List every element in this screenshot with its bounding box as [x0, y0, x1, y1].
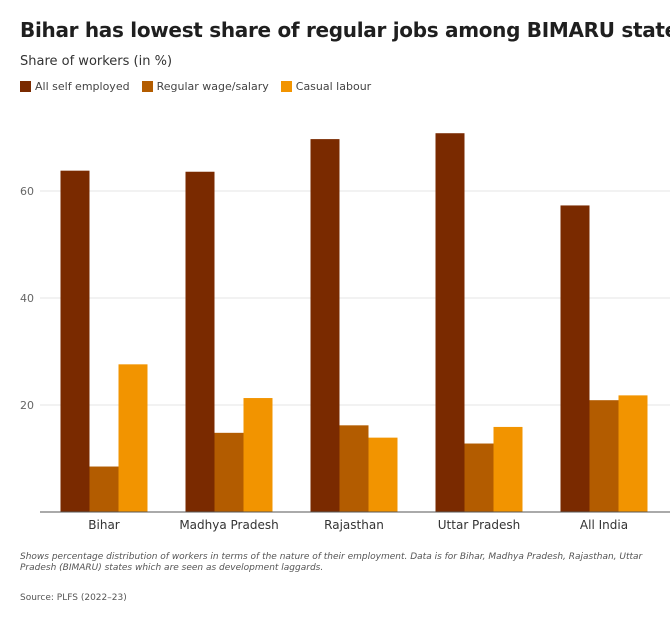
y-tick-label-60: 60	[20, 185, 34, 198]
bar-all-india-all-self-employed	[560, 205, 590, 512]
legend-swatch-casual-labour	[280, 81, 292, 92]
y-tick-label-20: 20	[20, 399, 34, 412]
chart-note: Shows percentage distribution of workers…	[20, 552, 643, 573]
x-tick-label-rajasthan: Rajasthan	[324, 518, 384, 532]
legend-item-self-employed: All self employed	[20, 80, 130, 93]
bar-madhya-pradesh-all-self-employed	[185, 171, 215, 513]
bar-uttar-pradesh-casual-labour	[493, 426, 523, 512]
y-tick-label-40: 40	[20, 292, 34, 305]
legend-label-regular-wage: Regular wage/salary	[156, 80, 269, 93]
bar-rajasthan-casual-labour	[368, 437, 398, 512]
legend-item-regular-wage: Regular wage/salary	[141, 80, 269, 93]
bar-all-india-regular-wage-salary	[589, 400, 619, 512]
x-tick-label-uttar-pradesh: Uttar Pradesh	[438, 518, 520, 532]
chart-title: Bihar has lowest share of regular jobs a…	[20, 18, 670, 42]
x-tick-label-madhya-pradesh: Madhya Pradesh	[179, 518, 278, 532]
chart-subtitle: Share of workers (in %)	[20, 54, 173, 69]
bar-uttar-pradesh-all-self-employed	[435, 133, 465, 512]
bar-rajasthan-regular-wage-salary	[339, 425, 369, 512]
legend-item-casual-labour: Casual labour	[280, 80, 372, 93]
legend-label-self-employed: All self employed	[35, 80, 130, 93]
bar-rajasthan-all-self-employed	[310, 139, 340, 513]
bar-madhya-pradesh-regular-wage-salary	[214, 432, 244, 512]
x-tick-label-bihar: Bihar	[88, 518, 120, 532]
chart-source: Source: PLFS (2022–23)	[20, 593, 127, 603]
legend-label-casual-labour: Casual labour	[295, 80, 372, 93]
legend: All self employed Regular wage/salary Ca…	[20, 80, 383, 93]
x-tick-label-all-india: All India	[580, 518, 628, 532]
bar-uttar-pradesh-regular-wage-salary	[464, 443, 494, 512]
bar-all-india-casual-labour	[618, 395, 648, 512]
legend-swatch-self-employed	[20, 81, 31, 92]
bar-bihar-all-self-employed	[60, 170, 90, 513]
bar-chart: 20 40 60 Bihar Madhya Pradesh Rajasthan Uttar …	[20, 133, 670, 532]
bar-bihar-casual-labour	[118, 364, 148, 512]
bar-madhya-pradesh-casual-labour	[243, 398, 273, 512]
bar-bihar-regular-wage-salary	[89, 466, 119, 512]
legend-swatch-regular-wage	[141, 81, 153, 92]
